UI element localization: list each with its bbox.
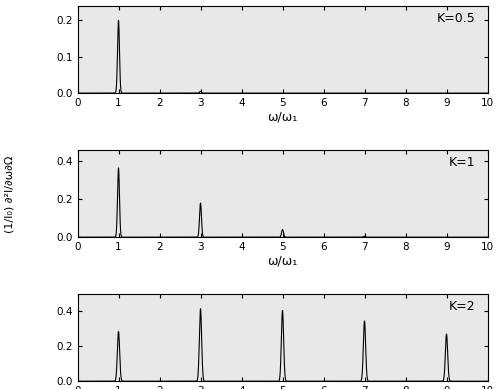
Text: K=1: K=1 <box>448 156 475 169</box>
Text: K=2: K=2 <box>448 300 475 313</box>
Text: K=0.5: K=0.5 <box>436 12 475 25</box>
X-axis label: ω/ω₁: ω/ω₁ <box>268 111 298 124</box>
Text: (1/I₀) ∂²I/∂ω∂Ω: (1/I₀) ∂²I/∂ω∂Ω <box>5 156 15 233</box>
X-axis label: ω/ω₁: ω/ω₁ <box>268 255 298 268</box>
